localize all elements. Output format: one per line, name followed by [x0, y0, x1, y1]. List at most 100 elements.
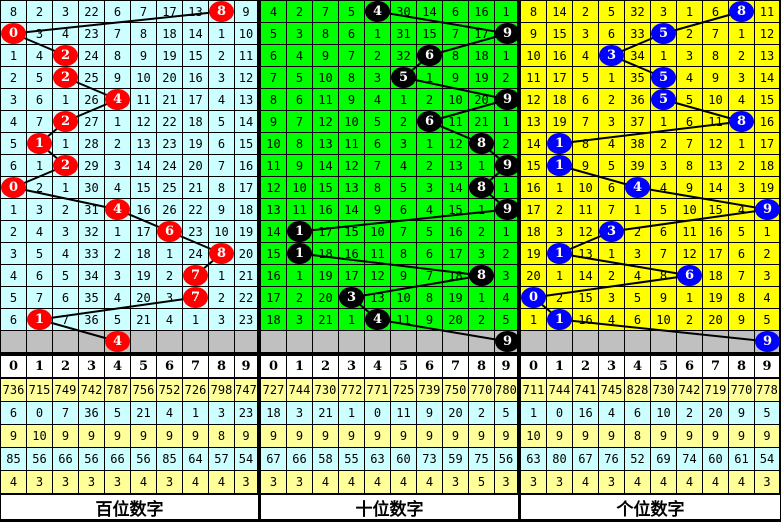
units-draw-ball: 3 — [599, 221, 624, 242]
units-cell: 38 — [625, 133, 650, 154]
units-cell: 11 — [521, 67, 546, 88]
tens-cell: 10 — [365, 221, 390, 242]
hundreds-cell: 19 — [131, 265, 156, 286]
units-draw-ball: 1 — [547, 309, 572, 330]
units-stat-cell: 745 — [599, 379, 624, 401]
units-stat-cell: 9 — [755, 425, 779, 447]
hundreds-cell: 2 — [209, 287, 234, 308]
units-digit-header: 8 — [729, 356, 754, 377]
hundreds-cell: 30 — [79, 177, 104, 198]
hundreds-cell: 35 — [79, 287, 104, 308]
units-trend-line-segment — [559, 252, 690, 277]
hundreds-cell: 1 — [53, 133, 78, 154]
units-cell: 12 — [521, 89, 546, 110]
tens-cell: 11 — [313, 89, 338, 110]
units-cell: 8 — [729, 287, 754, 308]
hundreds-cell: 21 — [235, 265, 257, 286]
hundreds-cell: 22 — [157, 111, 182, 132]
hundreds-cell: 3 — [209, 309, 234, 330]
hundreds-cell: 4 — [27, 45, 52, 66]
tens-cell: 6 — [339, 23, 364, 44]
tens-cell: 1 — [495, 1, 517, 22]
tens-digit-header: 5 — [391, 356, 416, 377]
tens-stat-cell: 4 — [313, 471, 338, 493]
units-cell: 32 — [625, 1, 650, 22]
hundreds-cell: 3 — [1, 89, 26, 110]
units-cell: 14 — [573, 265, 598, 286]
units-cell: 1 — [547, 177, 572, 198]
hundreds-cell: 5 — [53, 265, 78, 286]
units-cell: 16 — [755, 111, 779, 132]
hundreds-next-ball: 4 — [105, 331, 130, 352]
tens-cell: 6 — [261, 45, 286, 66]
tens-stat-cell: 5 — [495, 402, 517, 424]
units-stat-cell: 4 — [599, 402, 624, 424]
hundreds-cell: 15 — [131, 177, 156, 198]
tens-trend-line-segment — [377, 318, 508, 343]
hundreds-cell: 9 — [235, 1, 257, 22]
units-stat-cell: 741 — [573, 379, 598, 401]
units-stat-cell: 9 — [651, 425, 676, 447]
hundreds-next-row-cell — [131, 331, 156, 352]
units-cell: 15 — [573, 287, 598, 308]
units-cell: 11 — [755, 1, 779, 22]
tens-draw-ball: 9 — [495, 23, 520, 44]
tens-stat-cell: 4 — [391, 471, 416, 493]
tens-draw-ball: 8 — [469, 133, 494, 154]
units-stat-cell: 67 — [573, 448, 598, 470]
units-cell: 5 — [729, 221, 754, 242]
tens-stat-cell: 67 — [261, 448, 286, 470]
hundreds-cell: 6 — [27, 89, 52, 110]
tens-cell: 7 — [365, 155, 390, 176]
tens-cell: 1 — [495, 177, 517, 198]
hundreds-cell: 4 — [53, 243, 78, 264]
units-trend-line-segment — [637, 186, 768, 211]
units-stat-cell: 1 — [521, 402, 546, 424]
hundreds-stat-cell: 715 — [27, 379, 52, 401]
hundreds-cell: 16 — [183, 67, 208, 88]
units-cell: 20 — [521, 265, 546, 286]
tens-digit-header: 9 — [495, 356, 517, 377]
tens-cell: 14 — [313, 155, 338, 176]
tens-stat-cell: 730 — [313, 379, 338, 401]
hundreds-stat-cell: 3 — [27, 471, 52, 493]
units-draw-ball: 5 — [651, 89, 676, 110]
hundreds-cell: 7 — [209, 155, 234, 176]
hundreds-cell: 12 — [235, 67, 257, 88]
tens-cell: 12 — [261, 177, 286, 198]
units-digit-header: 5 — [651, 356, 676, 377]
hundreds-cell: 6 — [1, 309, 26, 330]
tens-cell: 1 — [469, 155, 494, 176]
tens-cell: 13 — [443, 155, 468, 176]
tens-stat-cell: 780 — [495, 379, 517, 401]
hundreds-cell: 18 — [131, 243, 156, 264]
units-cell: 2 — [547, 199, 572, 220]
units-cell: 3 — [625, 243, 650, 264]
hundreds-draw-ball: 1 — [27, 133, 52, 154]
tens-stat-cell: 9 — [339, 425, 364, 447]
units-cell: 1 — [599, 67, 624, 88]
hundreds-cell: 5 — [1, 287, 26, 308]
hundreds-cell: 4 — [105, 287, 130, 308]
units-cell: 2 — [729, 155, 754, 176]
hundreds-cell: 4 — [1, 111, 26, 132]
units-cell: 19 — [547, 111, 572, 132]
units-draw-ball: 6 — [677, 265, 702, 286]
units-stat-cell: 4 — [651, 471, 676, 493]
hundreds-cell: 4 — [105, 177, 130, 198]
tens-draw-ball: 9 — [495, 199, 520, 220]
hundreds-cell: 10 — [235, 23, 257, 44]
hundreds-cell: 17 — [183, 89, 208, 110]
units-cell: 5 — [573, 67, 598, 88]
tens-cell: 8 — [313, 23, 338, 44]
hundreds-stat-cell: 66 — [53, 448, 78, 470]
hundreds-cell: 20 — [183, 155, 208, 176]
units-cell: 12 — [755, 23, 779, 44]
hundreds-next-row-cell — [157, 331, 182, 352]
units-cell: 2 — [573, 1, 598, 22]
hundreds-stat-cell: 85 — [1, 448, 26, 470]
units-stat-cell: 2 — [677, 402, 702, 424]
hundreds-stat-cell: 752 — [157, 379, 182, 401]
tens-trend-line-segment — [377, 10, 508, 35]
units-next-row-cell — [625, 331, 650, 352]
